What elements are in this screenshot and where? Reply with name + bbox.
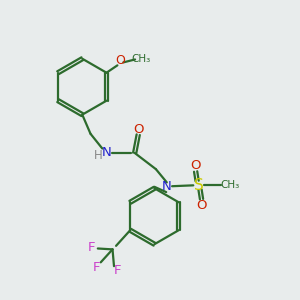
Text: CH₃: CH₃ (220, 180, 240, 190)
Text: F: F (93, 260, 101, 274)
Text: O: O (190, 158, 201, 172)
Text: N: N (102, 146, 112, 159)
Text: O: O (196, 199, 207, 212)
Text: O: O (134, 123, 144, 136)
Text: F: F (114, 264, 122, 278)
Text: CH₃: CH₃ (131, 54, 151, 64)
Text: H: H (94, 149, 103, 162)
Text: F: F (88, 241, 96, 254)
Text: O: O (115, 54, 125, 68)
Text: N: N (162, 180, 172, 193)
Text: S: S (194, 178, 203, 193)
